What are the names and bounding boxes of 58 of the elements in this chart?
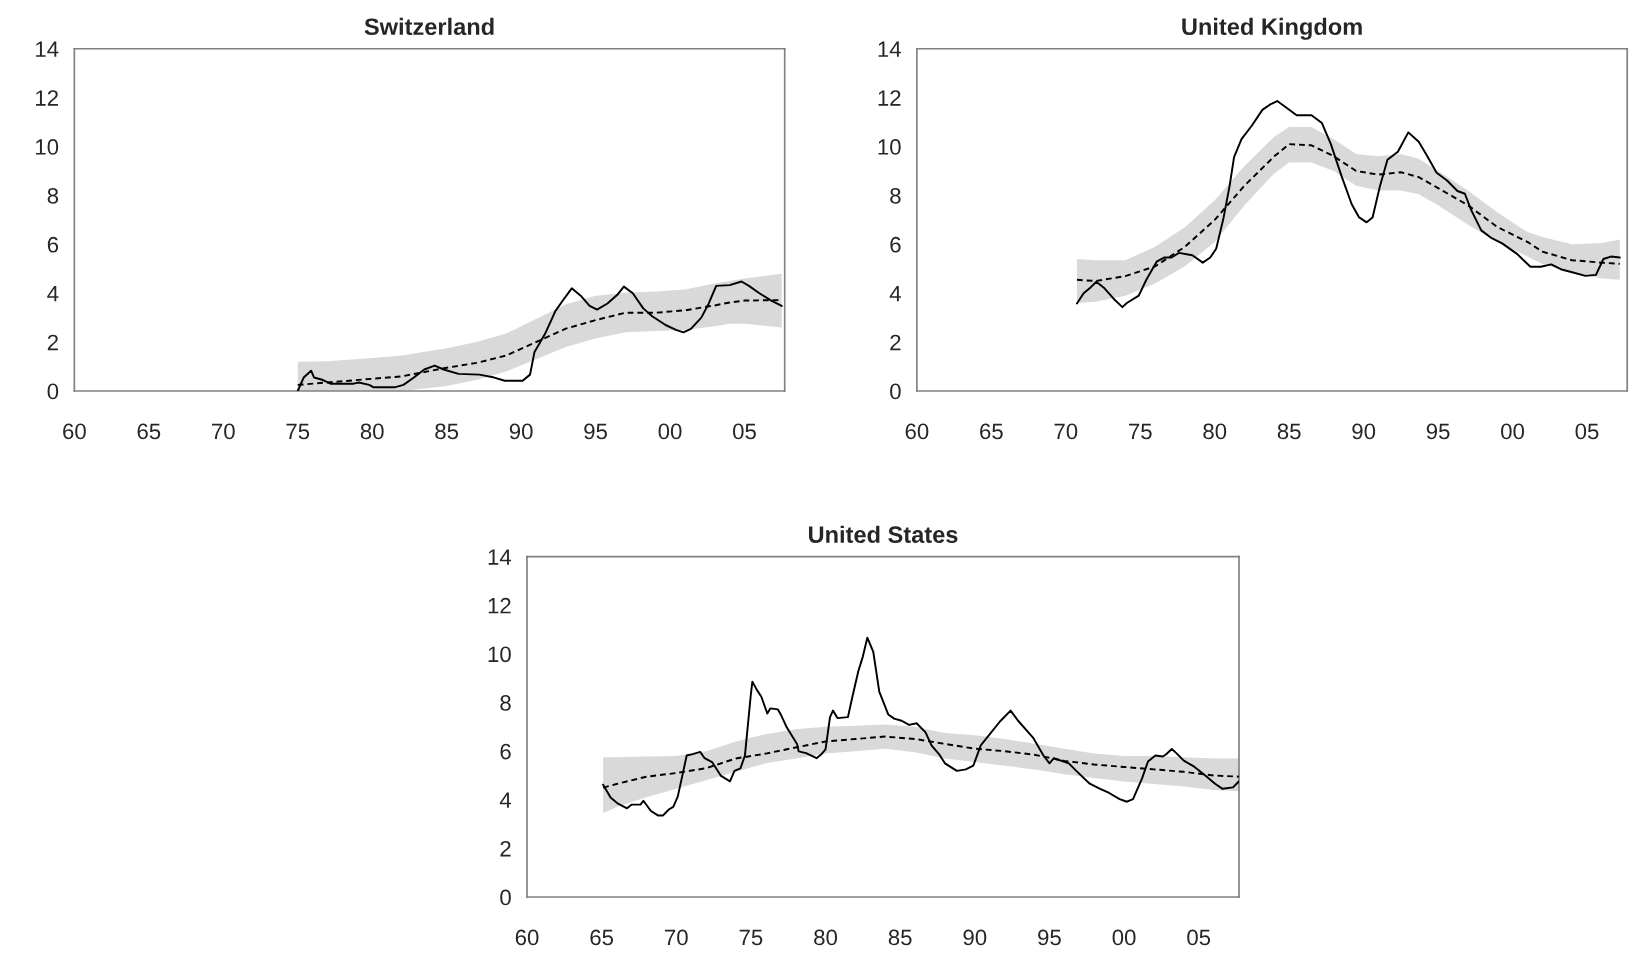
x-tick-label: 00	[1501, 423, 1525, 440]
y-tick-label: 8	[47, 187, 59, 204]
chart-title: United Kingdom	[1182, 17, 1362, 40]
x-tick-label: 70	[212, 423, 235, 440]
x-tick-label: 95	[584, 423, 607, 440]
x-tick-label: 85	[888, 929, 912, 946]
x-tick-label: 05	[733, 423, 756, 440]
y-tick-label: 6	[890, 236, 901, 253]
x-tick-label: 75	[1129, 423, 1152, 440]
y-tick-label: 4	[47, 285, 59, 302]
y-tick-label: 10	[488, 646, 511, 663]
y-tick-label: 0	[500, 889, 511, 906]
x-tick-label: 80	[1203, 423, 1227, 440]
x-tick-label: 80	[814, 929, 838, 946]
y-tick-label: 0	[47, 383, 59, 400]
y-tick-label: 14	[36, 41, 59, 57]
x-tick-label: 95	[1426, 423, 1450, 440]
x-tick-label: 60	[905, 423, 929, 440]
y-tick-label: 2	[47, 334, 58, 351]
y-tick-label: 10	[36, 139, 59, 155]
x-tick-label: 75	[739, 929, 763, 946]
x-tick-label: 95	[1038, 929, 1061, 946]
x-tick-label: 90	[509, 423, 533, 440]
y-tick-label: 14	[878, 41, 901, 57]
x-tick-label: 65	[980, 423, 1003, 440]
y-tick-label: 12	[36, 90, 58, 106]
chart-title: United States	[808, 525, 958, 544]
x-tick-label: 60	[515, 929, 539, 946]
y-tick-label: 0	[890, 383, 901, 400]
x-tick-label: 65	[590, 929, 614, 946]
y-tick-label: 12	[488, 597, 511, 614]
y-tick-label: 14	[488, 549, 512, 565]
y-tick-label: 10	[878, 139, 901, 155]
line-series	[1075, 100, 1621, 309]
x-tick-label: 00	[1112, 929, 1136, 946]
x-tick-label: 90	[1352, 423, 1376, 440]
x-tick-label: 80	[360, 423, 384, 440]
x-tick-label: 90	[963, 929, 987, 946]
x-tick-label: 85	[1277, 423, 1301, 440]
y-tick-label: 8	[890, 187, 901, 204]
x-tick-label: 05	[1575, 423, 1599, 440]
y-tick-label: 12	[878, 90, 901, 106]
x-tick-label: 75	[286, 423, 310, 440]
chart-title: Switzerland	[364, 17, 494, 36]
x-tick-label: 05	[1187, 929, 1211, 946]
y-tick-label: 2	[890, 334, 901, 351]
y-tick-label: 4	[889, 285, 901, 302]
x-tick-label: 70	[665, 929, 688, 946]
y-tick-label: 8	[500, 695, 511, 711]
x-tick-label: 60	[63, 423, 86, 440]
x-tick-label: 85	[435, 423, 459, 440]
x-tick-label: 65	[137, 423, 161, 440]
y-tick-label: 4	[499, 792, 512, 808]
y-tick-label: 2	[500, 840, 511, 857]
y-tick-label: 6	[47, 236, 59, 253]
x-tick-label: 00	[658, 423, 682, 440]
x-tick-label: 70	[1054, 423, 1078, 440]
y-tick-label: 6	[500, 743, 511, 760]
